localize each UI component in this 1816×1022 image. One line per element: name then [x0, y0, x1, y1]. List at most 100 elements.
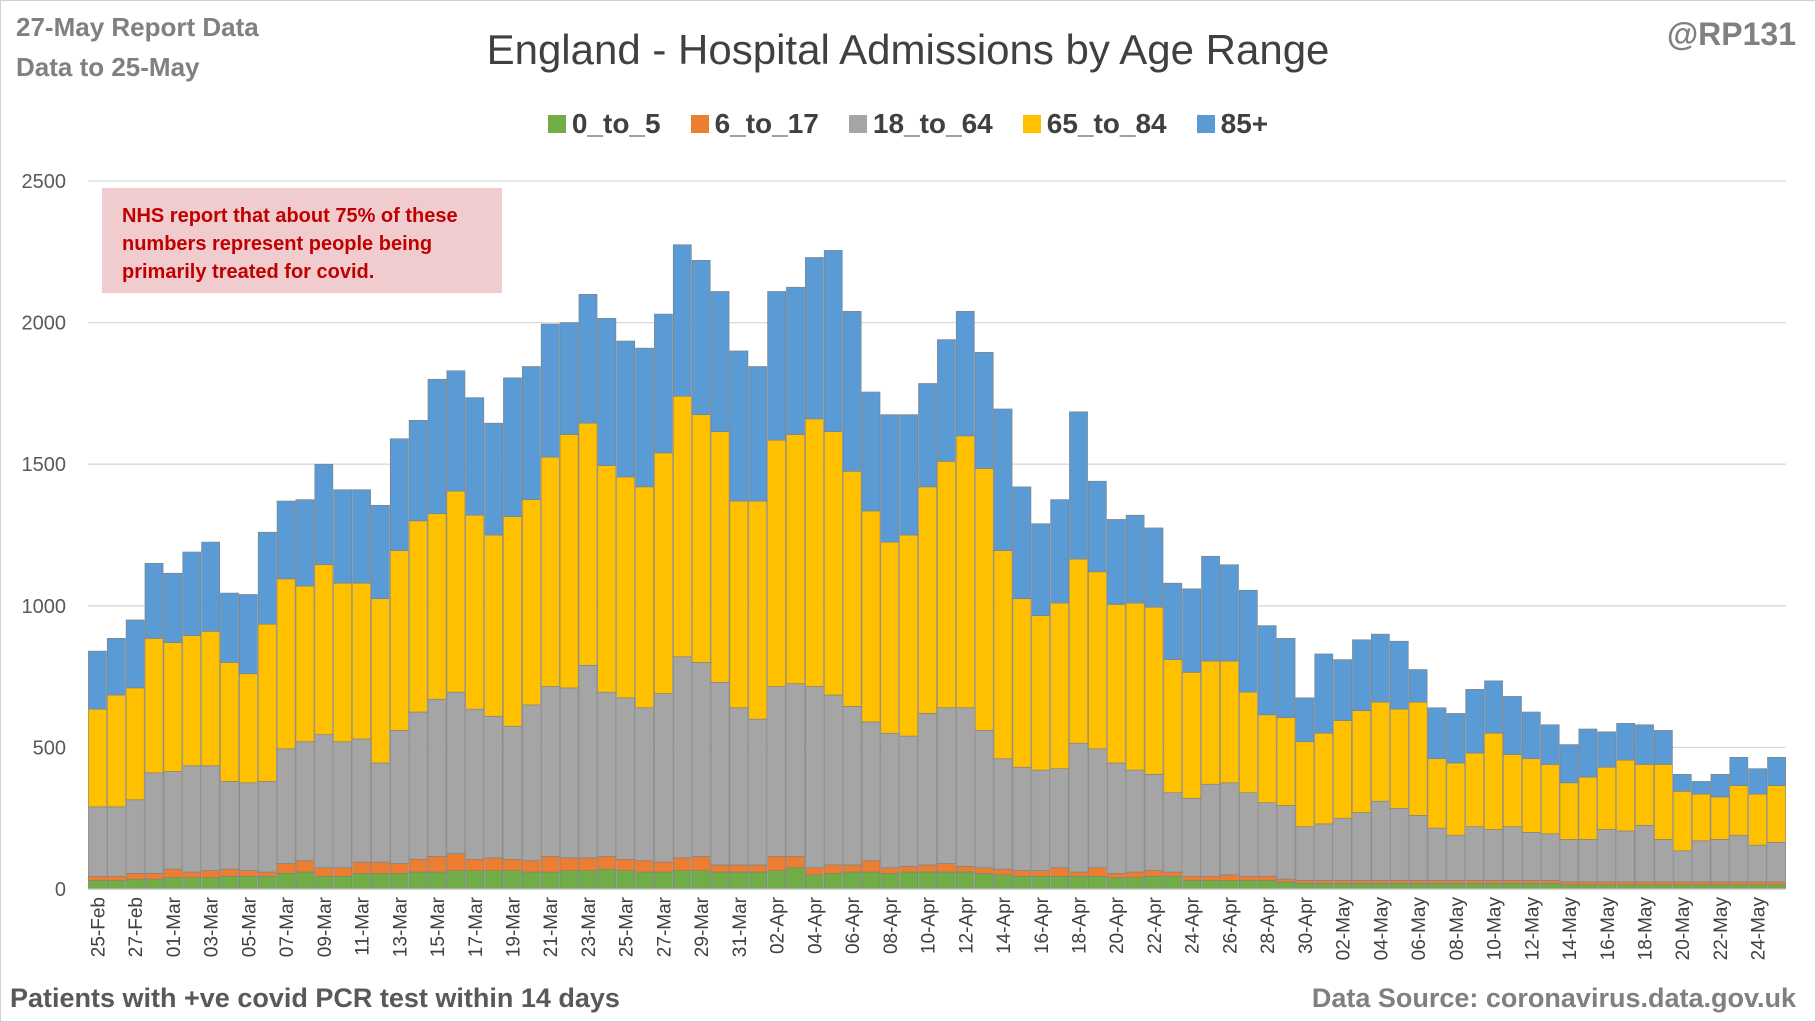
bar-segment-65_to_84 [352, 582, 371, 740]
x-tick-label: 27-Mar [654, 896, 675, 957]
bar-segment-0_to_5 [144, 878, 164, 890]
x-tick-label: 03-Mar [202, 896, 223, 957]
bar-segment-6_to_17 [239, 870, 258, 877]
x-tick-label: 04-May [1371, 897, 1392, 961]
bar-segment-85+ [1012, 486, 1032, 600]
bar-segment-6_to_17 [484, 857, 503, 871]
bar-segment-0_to_5 [1389, 883, 1409, 890]
bar-segment-6_to_17 [1578, 881, 1598, 886]
bar-segment-65_to_84 [1069, 558, 1088, 744]
bar-segment-18_to_64 [1389, 807, 1409, 881]
bar-segment-0_to_5 [1106, 877, 1126, 890]
bar-segment-85+ [710, 291, 730, 432]
x-tick-label: 16-May [1598, 897, 1619, 961]
bar-segment-6_to_17 [503, 858, 522, 871]
bar-segment-85+ [1389, 640, 1409, 710]
bar-segment-65_to_84 [1050, 602, 1069, 769]
bar-segment-6_to_17 [465, 858, 485, 871]
x-tick-label: 20-May [1673, 897, 1694, 961]
bar-segment-6_to_17 [710, 864, 730, 873]
bar-segment-65_to_84 [1446, 762, 1466, 836]
data-date-label: Data to 25-May [16, 52, 200, 82]
bar-segment-18_to_64 [616, 697, 636, 860]
bar-segment-6_to_17 [125, 873, 145, 880]
bar-segment-0_to_5 [1314, 883, 1334, 890]
bar-segment-65_to_84 [1295, 741, 1315, 827]
bar-segment-0_to_5 [710, 871, 730, 890]
report-date-label: 27-May Report Data [16, 12, 259, 42]
bar-segment-0_to_5 [974, 873, 994, 890]
bar-segment-6_to_17 [1069, 871, 1088, 877]
bar-segment-65_to_84 [408, 520, 428, 713]
bar-segment-6_to_17 [937, 863, 956, 873]
bar-segment-6_to_17 [1201, 875, 1220, 881]
bar-segment-0_to_5 [484, 870, 503, 890]
bar-segment-85+ [1257, 625, 1277, 716]
bar-segment-18_to_64 [786, 683, 805, 857]
bar-segment-85+ [1710, 774, 1730, 798]
bar-segment-0_to_5 [1408, 883, 1428, 890]
bar-segment-0_to_5 [1295, 883, 1315, 890]
bar-segment-85+ [389, 438, 409, 551]
bar-segment-0_to_5 [1427, 883, 1447, 890]
bar-segment-18_to_64 [1352, 812, 1371, 881]
bar-segment-65_to_84 [578, 422, 598, 666]
x-tick-label: 28-Apr [1258, 896, 1279, 954]
bar-segment-6_to_17 [1408, 880, 1428, 884]
bar-segment-18_to_64 [1012, 766, 1032, 871]
bar-segment-65_to_84 [955, 435, 975, 709]
bar-segment-65_to_84 [842, 470, 862, 707]
bar-segment-6_to_17 [1465, 880, 1485, 884]
bar-segment-65_to_84 [1352, 710, 1371, 813]
x-tick-label: 22-Apr [1145, 896, 1166, 954]
x-tick-label: 06-Apr [843, 896, 864, 954]
bar-segment-65_to_84 [1106, 604, 1126, 764]
bar-segment-65_to_84 [1559, 782, 1579, 840]
bar-segment-6_to_17 [1654, 881, 1673, 886]
bar-segment-18_to_64 [163, 771, 183, 870]
x-tick-label: 21-Mar [541, 896, 562, 957]
bar-segment-18_to_64 [239, 782, 258, 871]
bar-segment-85+ [540, 323, 560, 458]
bar-segment-65_to_84 [201, 630, 220, 767]
bar-segment-6_to_17 [1352, 880, 1371, 884]
bar-segment-0_to_5 [1371, 883, 1390, 890]
bar-segment-0_to_5 [1088, 875, 1107, 890]
bar-segment-18_to_64 [257, 781, 277, 873]
x-tick-label: 08-Apr [881, 896, 902, 954]
bar-segment-65_to_84 [1484, 732, 1503, 830]
bar-segment-18_to_64 [1616, 830, 1635, 883]
bar-segment-0_to_5 [880, 873, 900, 890]
bar-segment-85+ [654, 313, 673, 454]
bar-segment-6_to_17 [1220, 874, 1239, 881]
chart-legend: 0_to_5 6_to_17 18_to_64 65_to_84 85+ [0, 108, 1816, 140]
bar-segment-85+ [220, 592, 239, 663]
bar-segment-6_to_17 [314, 867, 334, 877]
bar-segment-18_to_64 [729, 707, 749, 866]
bar-segment-65_to_84 [1616, 759, 1635, 832]
x-tick-label: 23-Mar [579, 896, 600, 957]
bar-segment-18_to_64 [937, 707, 956, 864]
bar-segment-18_to_64 [1503, 826, 1522, 881]
bar-segment-65_to_84 [710, 431, 730, 683]
bar-segment-0_to_5 [352, 873, 371, 890]
bar-segment-65_to_84 [729, 500, 749, 709]
bar-segment-85+ [522, 366, 541, 500]
bar-segment-65_to_84 [1710, 796, 1730, 840]
bar-segment-85+ [1748, 768, 1768, 795]
bar-segment-85+ [106, 638, 126, 696]
bar-segment-18_to_64 [1597, 829, 1617, 883]
bar-segment-6_to_17 [427, 856, 447, 873]
bar-segment-6_to_17 [446, 853, 466, 871]
x-tick-label: 09-Mar [315, 896, 336, 957]
bar-segment-85+ [484, 422, 503, 536]
bar-segment-6_to_17 [201, 870, 220, 878]
bar-segment-0_to_5 [1503, 883, 1522, 890]
bar-segment-18_to_64 [805, 686, 824, 869]
bar-segment-6_to_17 [1012, 870, 1032, 877]
bar-segment-85+ [201, 541, 220, 632]
bar-segment-85+ [1503, 696, 1522, 755]
bar-segment-6_to_17 [1333, 880, 1352, 884]
bar-segment-65_to_84 [786, 434, 805, 684]
bar-segment-65_to_84 [220, 662, 239, 782]
